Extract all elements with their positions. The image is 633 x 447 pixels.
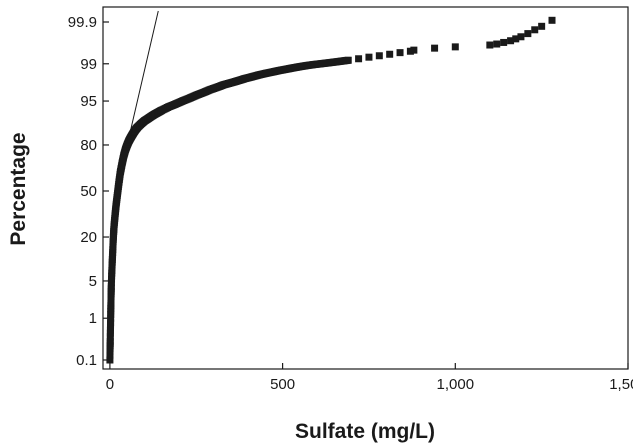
y-axis-title: Percentage — [7, 132, 30, 245]
data-point — [451, 43, 459, 51]
data-point — [493, 40, 501, 48]
data-point — [486, 41, 494, 49]
data-point — [107, 299, 115, 307]
data-point — [431, 44, 439, 52]
data-point — [106, 337, 114, 345]
x-tick-label: 500 — [270, 376, 295, 393]
y-tick-label: 20 — [80, 229, 97, 246]
data-point — [386, 50, 394, 58]
data-point — [548, 16, 556, 24]
x-ticks-layer: 0 500 1,000 1,500 — [106, 363, 633, 393]
x-axis-title: Sulfate (mg/L) — [295, 420, 435, 443]
data-point — [507, 37, 515, 45]
x-tick-label: 1,000 — [437, 376, 475, 393]
y-tick-label: 50 — [80, 183, 97, 200]
y-tick-label: 99 — [80, 56, 97, 73]
y-tick-label: 99.9 — [68, 14, 97, 31]
data-point — [106, 351, 114, 359]
data-point — [107, 314, 115, 322]
data-point — [107, 283, 115, 291]
y-tick-label: 95 — [80, 93, 97, 110]
reference-line — [126, 10, 159, 146]
x-tick-label: 1,500 — [609, 376, 633, 393]
chart-frame — [102, 6, 629, 370]
y-tick-label: 0.1 — [76, 352, 97, 369]
data-point — [355, 55, 363, 63]
data-point — [107, 279, 115, 287]
y-tick-label: 1 — [89, 310, 97, 327]
data-point — [517, 33, 525, 41]
y-ticks-layer: 0.1 1 5 20 50 80 95 99 99.9 — [68, 14, 109, 369]
data-point — [365, 53, 373, 61]
data-point — [410, 46, 418, 54]
data-point — [375, 52, 383, 60]
data-point — [524, 30, 532, 38]
data-point — [512, 35, 520, 43]
x-tick-label: 0 — [106, 376, 114, 393]
data-point — [500, 38, 508, 46]
y-tick-label: 5 — [89, 273, 97, 290]
data-point — [538, 22, 546, 30]
data-point — [106, 333, 114, 341]
reference-line-layer — [126, 10, 159, 146]
data-point — [344, 56, 352, 64]
y-tick-label: 80 — [80, 137, 97, 154]
data-point — [531, 26, 539, 34]
data-point — [106, 356, 114, 364]
data-point — [396, 49, 404, 57]
data-point — [107, 319, 115, 327]
points-layer — [106, 16, 556, 364]
